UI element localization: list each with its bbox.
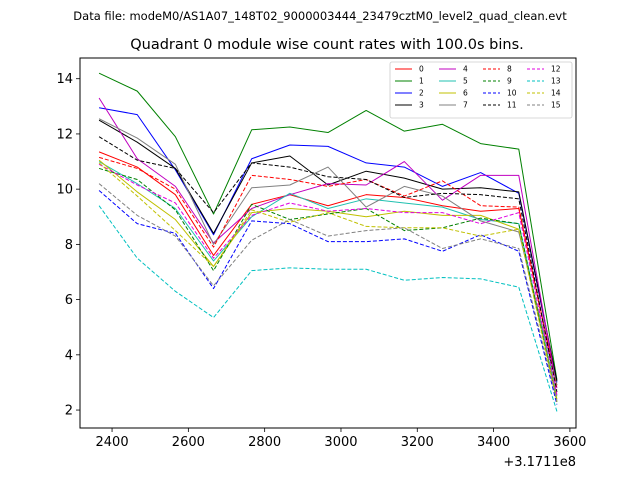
legend-label-7: 7 <box>463 101 468 110</box>
legend-label-10: 10 <box>507 89 517 98</box>
plot-area <box>79 57 577 429</box>
legend-label-3: 3 <box>419 101 424 110</box>
series-line-0 <box>98 151 558 386</box>
legend-label-8: 8 <box>507 65 512 74</box>
series-line-14 <box>98 162 558 402</box>
legend-entry-4: 4 <box>439 65 468 74</box>
legend-entry-13: 13 <box>527 77 561 86</box>
y-axis: 2 4 6 8 10 12 14 <box>56 72 80 419</box>
series-line-2 <box>98 107 558 383</box>
y-tick-label: 14 <box>56 72 73 87</box>
legend-entry-14: 14 <box>527 89 561 98</box>
x-tick-label: 3600 <box>553 435 586 450</box>
legend-label-1: 1 <box>419 77 424 86</box>
series-line-7 <box>98 118 558 386</box>
series-line-11 <box>98 136 558 393</box>
legend-entry-3: 3 <box>395 101 424 110</box>
legend-entry-8: 8 <box>483 65 512 74</box>
x-tick-label: 3400 <box>477 435 510 450</box>
y-tick-label: 4 <box>65 348 73 363</box>
legend-entry-5: 5 <box>439 77 468 86</box>
legend-entry-10: 10 <box>483 89 517 98</box>
x-axis: 2400 2600 2800 3000 3200 3400 3600 <box>96 428 586 450</box>
x-axis-offset-label: +3.1711e8 <box>503 455 576 470</box>
legend-entry-1: 1 <box>395 77 424 86</box>
y-tick-label: 8 <box>65 238 73 253</box>
axes-frame <box>79 57 577 429</box>
x-tick-label: 3200 <box>401 435 434 450</box>
series-line-15 <box>98 183 558 401</box>
series-layer <box>98 72 558 412</box>
legend-label-13: 13 <box>551 77 561 86</box>
legend-label-0: 0 <box>419 65 424 74</box>
legend-label-4: 4 <box>463 65 468 74</box>
legend-label-6: 6 <box>463 89 468 98</box>
series-line-12 <box>98 163 558 395</box>
x-tick-label: 2400 <box>96 435 129 450</box>
series-line-1 <box>98 72 558 380</box>
legend-label-14: 14 <box>551 89 561 98</box>
legend-label-9: 9 <box>507 77 512 86</box>
legend-label-2: 2 <box>419 89 424 98</box>
y-tick-label: 6 <box>65 293 73 308</box>
series-line-8 <box>98 156 558 390</box>
y-tick-label: 10 <box>56 183 73 198</box>
x-tick-label: 2800 <box>248 435 281 450</box>
y-tick-label: 12 <box>56 127 73 142</box>
figure-suptitle: Data file: modeM0/AS1A07_148T02_90000034… <box>73 9 567 23</box>
legend-label-12: 12 <box>551 65 561 74</box>
x-tick-label: 3000 <box>324 435 357 450</box>
series-line-3 <box>98 119 558 382</box>
legend-label-11: 11 <box>507 101 517 110</box>
legend-entry-11: 11 <box>483 101 517 110</box>
legend-entry-15: 15 <box>527 101 561 110</box>
x-tick-label: 2600 <box>172 435 205 450</box>
legend-entry-6: 6 <box>439 89 468 98</box>
chart-title: Quadrant 0 module wise count rates with … <box>130 37 524 53</box>
series-line-13 <box>98 205 558 412</box>
series-line-9 <box>98 167 558 402</box>
y-tick-label: 2 <box>65 404 73 419</box>
legend-entry-12: 12 <box>527 65 561 74</box>
legend-entry-2: 2 <box>395 89 424 98</box>
legend-entry-0: 0 <box>395 65 424 74</box>
legend-frame <box>389 61 573 119</box>
plot-background <box>80 58 576 428</box>
legend-entry-9: 9 <box>483 77 512 86</box>
series-line-10 <box>98 190 558 405</box>
series-line-4 <box>98 97 558 389</box>
legend-label-5: 5 <box>463 77 468 86</box>
legend-entry-7: 7 <box>439 101 468 110</box>
legend-label-15: 15 <box>551 101 561 110</box>
series-line-5 <box>98 161 558 397</box>
